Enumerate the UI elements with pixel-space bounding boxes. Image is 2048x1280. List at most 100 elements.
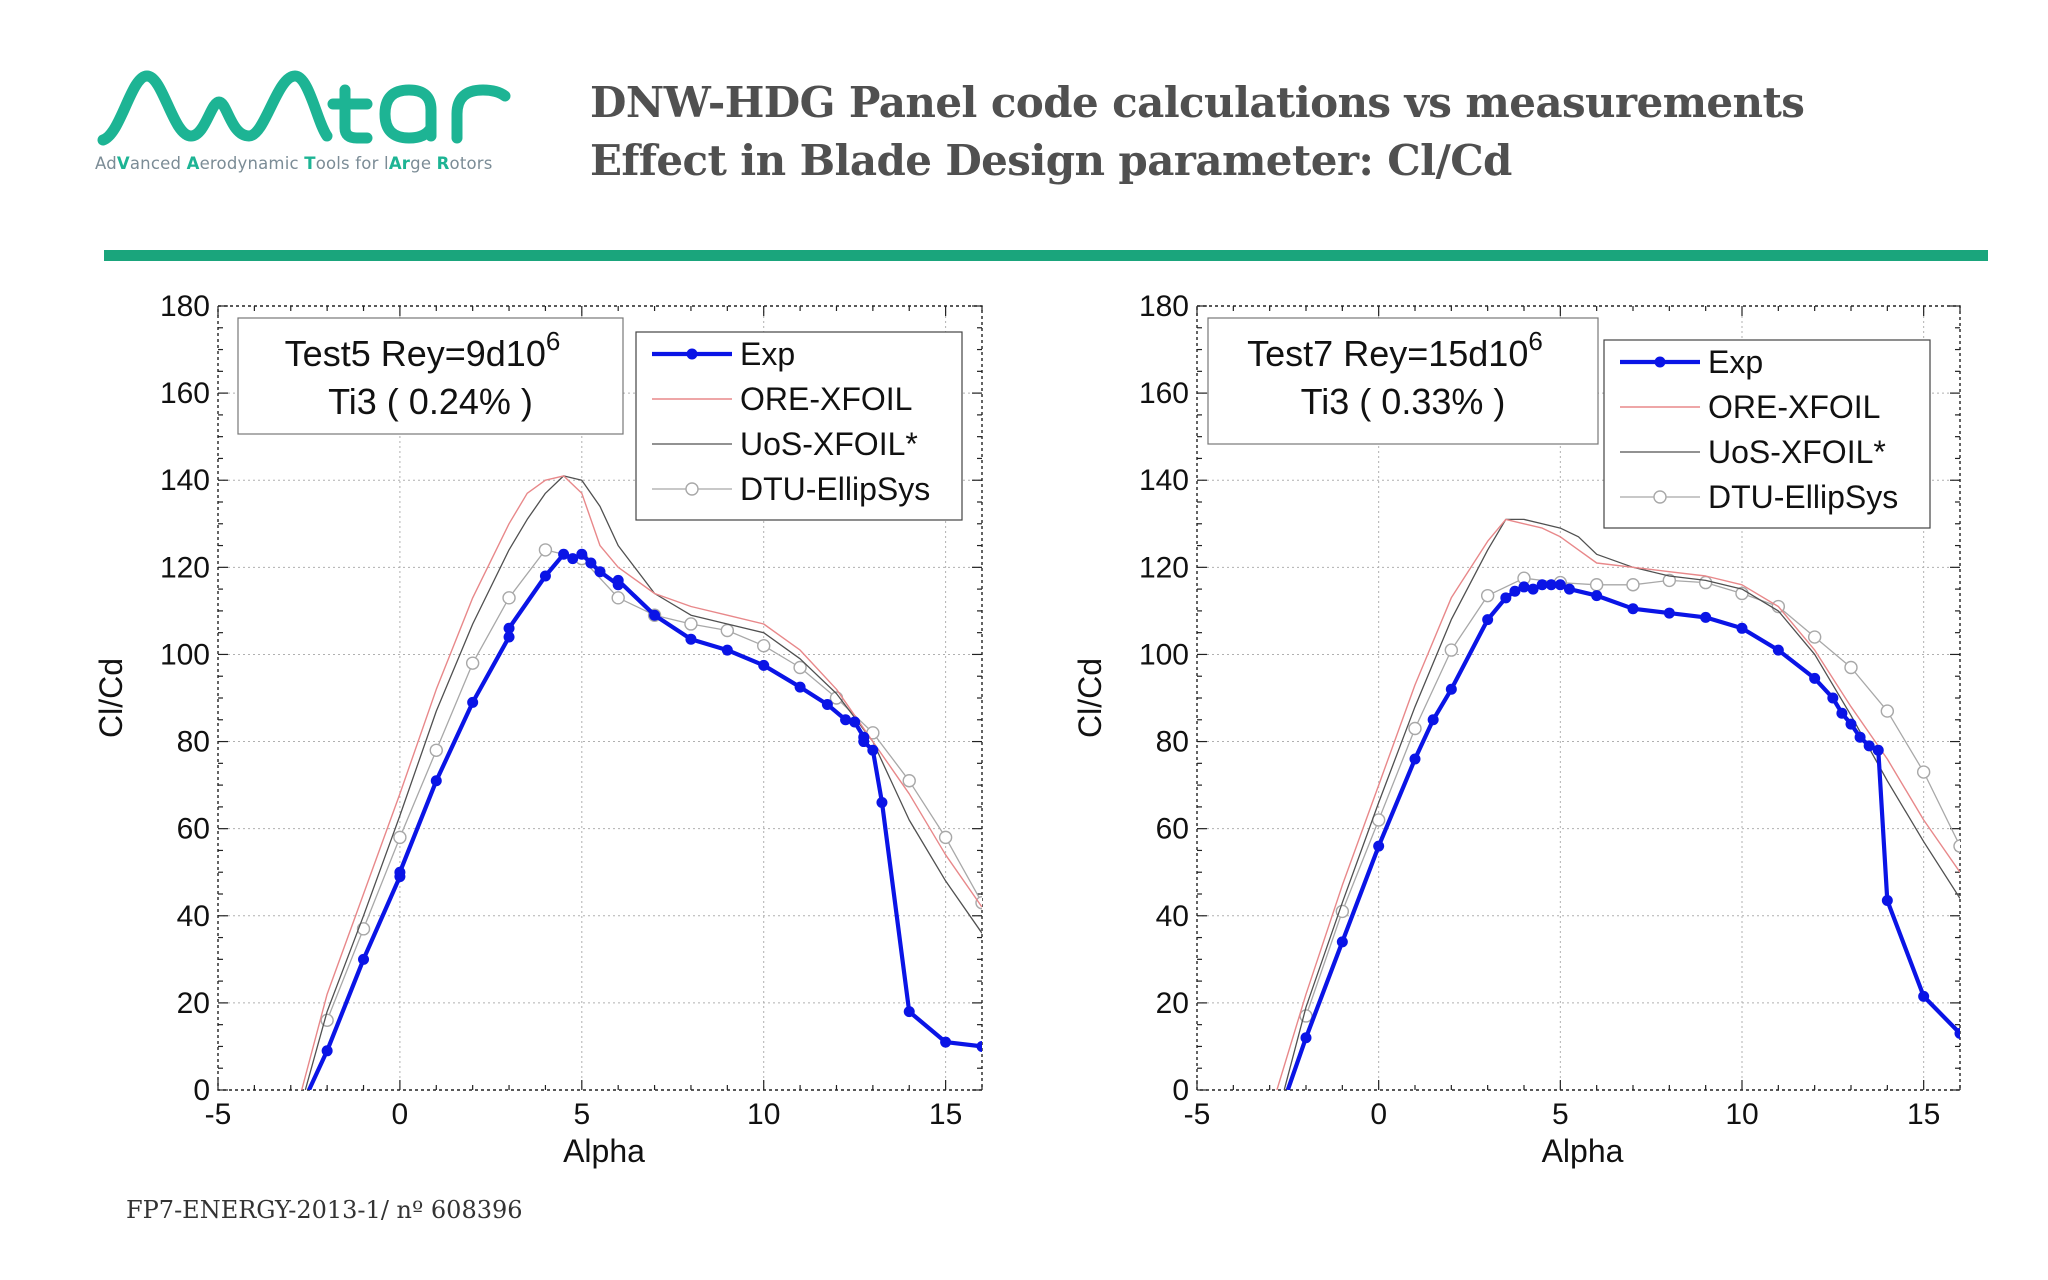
dtu-point xyxy=(429,743,443,757)
x-tick-label: 5 xyxy=(1552,1098,1569,1131)
series-line-ore xyxy=(1276,518,1960,1090)
exp-point xyxy=(1482,614,1494,626)
avatar-logo-mark xyxy=(97,70,511,146)
annotation-superscript: 6 xyxy=(1528,326,1542,356)
exp-point xyxy=(1518,581,1530,593)
y-tick-label: 60 xyxy=(1156,813,1189,846)
exp-point xyxy=(721,644,733,656)
exp-point xyxy=(1863,740,1875,752)
exp-point xyxy=(1554,579,1566,591)
x-tick-label: 15 xyxy=(929,1098,962,1131)
y-tick-label: 180 xyxy=(1139,290,1189,323)
dtu-point xyxy=(902,774,916,788)
dtu-point xyxy=(1662,573,1677,588)
exp-point xyxy=(1500,592,1512,604)
annotation-box xyxy=(1207,317,1599,445)
exp-point xyxy=(1300,1032,1312,1044)
legend-marker xyxy=(686,348,698,360)
y-tick-label: 120 xyxy=(1139,551,1189,584)
exp-point xyxy=(1409,753,1421,765)
exp-point xyxy=(1527,583,1539,595)
exp-point xyxy=(1545,579,1557,591)
exp-point xyxy=(1872,744,1884,756)
y-axis-label: Cl/Cd xyxy=(1072,658,1108,738)
y-tick-label: 140 xyxy=(1139,464,1189,497)
exp-point xyxy=(1373,840,1385,852)
y-tick-label: 160 xyxy=(160,377,210,410)
legend-marker xyxy=(685,482,699,496)
series-line-ore xyxy=(301,475,982,1090)
legend-label-ore: ORE-XFOIL xyxy=(1708,389,1880,425)
y-tick-label: 20 xyxy=(177,987,210,1020)
exp-point xyxy=(876,797,888,809)
legend-label-dtu: DTU-EllipSys xyxy=(1708,479,1898,515)
legend-marker xyxy=(1653,490,1667,504)
exp-point xyxy=(903,1006,915,1018)
exp-point xyxy=(849,716,861,728)
x-tick-label: 0 xyxy=(1370,1098,1387,1131)
y-tick-label: 20 xyxy=(1156,987,1189,1020)
logo-tagline-part: anced xyxy=(129,154,187,173)
series-line-uos xyxy=(304,475,982,1090)
exp-point xyxy=(867,744,879,756)
legend-label-ore: ORE-XFOIL xyxy=(740,381,912,417)
x-tick-label: -5 xyxy=(1184,1098,1211,1131)
header-divider xyxy=(104,250,1988,261)
exp-point xyxy=(576,548,588,560)
exp-point xyxy=(558,548,570,560)
annotation-box xyxy=(237,317,624,435)
y-tick-label: 100 xyxy=(160,638,210,671)
logo-tagline-part: ools for l xyxy=(315,154,389,173)
y-tick-label: 120 xyxy=(160,551,210,584)
x-axis-label: Alpha xyxy=(563,1133,645,1169)
exp-point xyxy=(1736,622,1748,634)
dtu-point xyxy=(1698,575,1713,590)
y-tick-label: 60 xyxy=(177,813,210,846)
series-line-exp xyxy=(307,552,982,1090)
x-tick-label: -5 xyxy=(205,1098,232,1131)
exp-point xyxy=(1809,672,1821,684)
legend-label-uos: UoS-XFOIL* xyxy=(740,426,918,462)
exp-point xyxy=(567,553,579,565)
logo-tagline-part: Ar xyxy=(388,154,411,173)
annotation-line-2: Ti3 ( 0.33% ) xyxy=(1301,381,1506,422)
logo-tagline-part: A xyxy=(186,154,200,173)
logo-tagline-part: V xyxy=(116,154,130,173)
logo-tagline-part: ge xyxy=(410,154,437,173)
series-line-exp xyxy=(1285,582,1960,1090)
footer-grant-number: FP7-ENERGY-2013-1/ nº 608396 xyxy=(126,1196,523,1224)
legend-label-exp: Exp xyxy=(740,336,795,372)
dtu-point xyxy=(538,543,553,557)
exp-point xyxy=(1591,590,1603,602)
plot-area xyxy=(301,475,982,1090)
dtu-point xyxy=(720,623,735,638)
y-tick-label: 180 xyxy=(160,290,210,323)
exp-point xyxy=(976,1040,982,1052)
dtu-point xyxy=(1844,660,1858,675)
dtu-point xyxy=(1408,721,1422,736)
exp-point xyxy=(758,659,770,671)
dtu-point xyxy=(1299,1009,1313,1023)
logo-tagline-part: Ad xyxy=(95,154,117,173)
exp-point xyxy=(1700,611,1712,623)
annotation-line-1: Test7 Rey=15d106 xyxy=(1247,326,1543,374)
dtu-point xyxy=(356,922,371,936)
exp-point xyxy=(1918,990,1930,1002)
exp-point xyxy=(503,631,515,643)
exp-point xyxy=(858,736,870,748)
legend-marker xyxy=(1654,356,1666,368)
exp-point xyxy=(612,574,624,586)
dtu-point xyxy=(1880,704,1895,718)
dtu-point xyxy=(1480,588,1495,603)
dtu-point xyxy=(1953,839,1960,853)
y-tick-label: 80 xyxy=(177,726,210,759)
exp-point xyxy=(840,714,852,726)
y-tick-label: 100 xyxy=(1139,638,1189,671)
y-axis-label: Cl/Cd xyxy=(93,658,129,738)
exp-point xyxy=(1836,707,1848,719)
dtu-point xyxy=(1589,578,1604,592)
series-line-dtu xyxy=(1305,577,1960,1017)
annotation-superscript: 6 xyxy=(546,326,560,356)
exp-point xyxy=(1854,731,1866,743)
